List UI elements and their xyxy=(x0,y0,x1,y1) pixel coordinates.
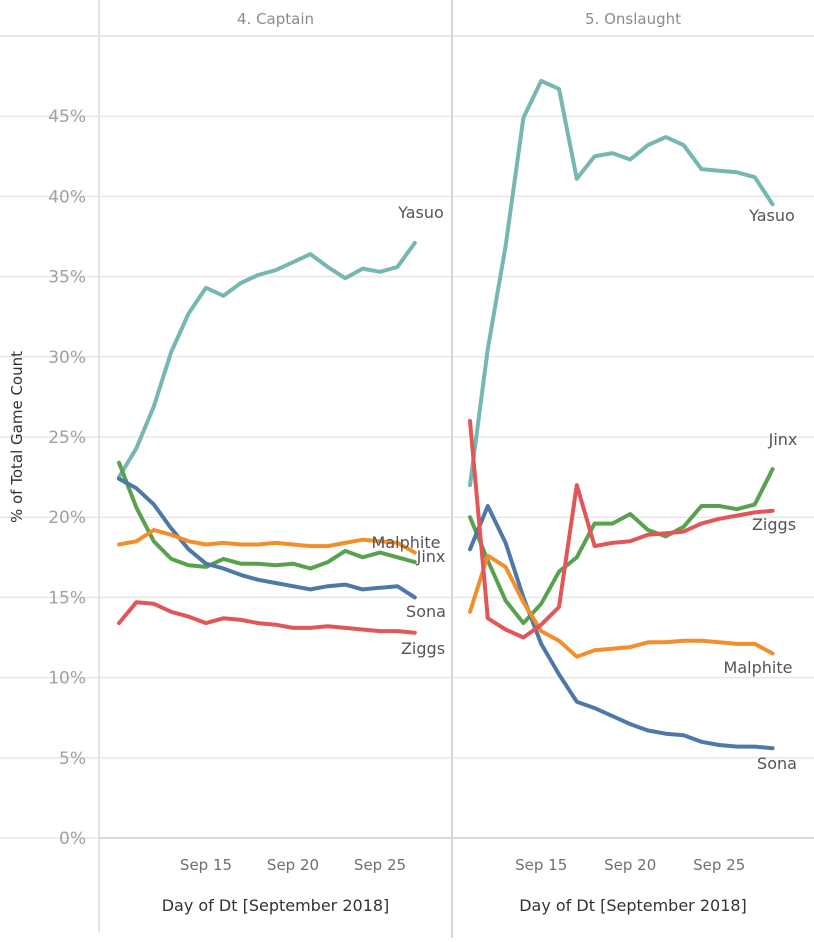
series-line-jinx xyxy=(468,467,775,626)
series-label-ziggs: Ziggs xyxy=(401,639,445,658)
y-tick-label: 0% xyxy=(59,829,86,849)
series-label-yasuo: Yasuo xyxy=(748,206,795,225)
y-tick-label: 30% xyxy=(48,348,86,368)
x-tick-label: Sep 25 xyxy=(693,856,745,874)
series-line-sona xyxy=(468,504,775,751)
series-label-ziggs: Ziggs xyxy=(752,515,796,534)
series-label-yasuo: Yasuo xyxy=(397,203,444,222)
x-axis-title: Day of Dt [September 2018] xyxy=(519,896,747,915)
series-label-jinx: Jinx xyxy=(416,547,446,566)
series-label-sona: Sona xyxy=(757,754,797,773)
series-line-yasuo xyxy=(468,78,775,488)
y-tick-label: 45% xyxy=(48,107,86,127)
series-label-sona: Sona xyxy=(406,602,446,621)
series-label-malphite: Malphite xyxy=(372,533,441,552)
series-line-malphite xyxy=(117,528,417,555)
series-label-malphite: Malphite xyxy=(724,658,793,677)
series-line-yasuo xyxy=(117,240,417,480)
x-tick-label: Sep 20 xyxy=(604,856,656,874)
x-tick-label: Sep 15 xyxy=(515,856,567,874)
series-line-ziggs xyxy=(468,419,775,640)
x-tick-label: Sep 20 xyxy=(267,856,319,874)
series-line-malphite xyxy=(468,553,775,659)
series-line-ziggs xyxy=(117,600,417,635)
series-label-jinx: Jinx xyxy=(768,430,798,449)
x-tick-label: Sep 25 xyxy=(354,856,406,874)
series-line-jinx xyxy=(117,460,417,571)
y-axis-title: % of Total Game Count xyxy=(8,351,26,523)
series-line-sona xyxy=(117,476,417,600)
panel-title: 4. Captain xyxy=(237,10,314,28)
panel-title: 5. Onslaught xyxy=(585,10,681,28)
y-tick-label: 15% xyxy=(48,588,86,608)
y-tick-label: 35% xyxy=(48,268,86,288)
x-tick-label: Sep 15 xyxy=(180,856,232,874)
y-tick-label: 5% xyxy=(59,749,86,769)
y-tick-label: 20% xyxy=(48,508,86,528)
y-tick-label: 40% xyxy=(48,187,86,207)
x-axis-title: Day of Dt [September 2018] xyxy=(162,896,390,915)
y-tick-label: 25% xyxy=(48,428,86,448)
y-tick-label: 10% xyxy=(48,669,86,689)
